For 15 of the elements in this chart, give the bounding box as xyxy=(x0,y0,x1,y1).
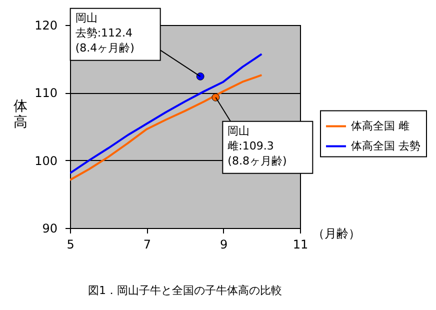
y-tick-label: 100 xyxy=(34,154,58,168)
x-tick-label: 5 xyxy=(66,238,74,252)
y-tick-label: 120 xyxy=(34,18,58,32)
x-tick-label: 9 xyxy=(220,238,228,252)
y-tick-label: 90 xyxy=(42,222,58,236)
y-tick-label: 110 xyxy=(34,86,58,100)
text: 図1．岡山子牛と全国の子牛体高の比較 xyxy=(88,284,282,297)
x-axis-title: （月齢） xyxy=(312,226,360,240)
y-axis-title: 体高 xyxy=(14,98,28,131)
x-tick-label: 11 xyxy=(292,238,308,252)
annotation: 岡山去勢:112.4(8.4ヶ月齢) xyxy=(75,11,134,54)
legend-label: 体高全国 雌 xyxy=(351,119,410,132)
annotation: 岡山雌:109.3(8.8ヶ月齢) xyxy=(228,124,287,168)
x-tick-label: 7 xyxy=(143,238,151,252)
legend-label: 体高全国 去勢 xyxy=(351,139,420,152)
